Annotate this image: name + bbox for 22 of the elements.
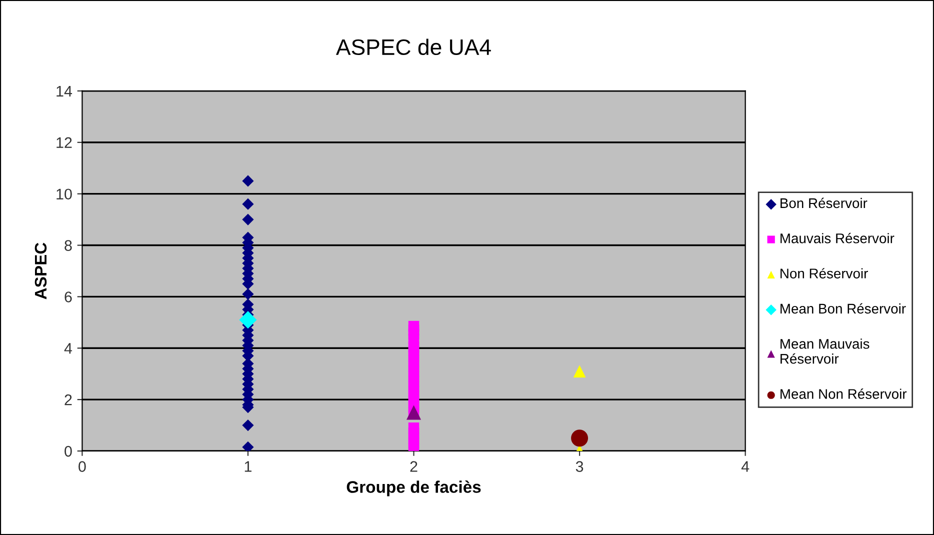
y-tick-label: 0 <box>64 446 72 457</box>
legend-label: Mean Mauvais Réservoir <box>780 338 870 364</box>
chart-title: ASPEC de UA4 <box>336 38 491 56</box>
legend-label: Non Réservoir <box>780 268 868 278</box>
y-tick-label: 12 <box>56 137 72 148</box>
y-tick-label: 14 <box>56 86 72 96</box>
x-axis-title: Groupe de faciès <box>346 480 481 496</box>
y-tick-label: 10 <box>56 188 72 200</box>
y-tick-label: 4 <box>64 343 72 354</box>
legend-label: Mean Bon Réservoir <box>780 303 906 314</box>
legend-label: Mauvais Réservoir <box>780 232 894 244</box>
x-tick-label: 2 <box>410 461 418 472</box>
x-tick-label: 3 <box>576 461 584 472</box>
y-axis-title: ASPEC <box>34 242 47 300</box>
y-tick-label: 6 <box>64 292 72 302</box>
x-tick-label: 1 <box>244 461 252 472</box>
legend-label: Bon Réservoir <box>780 198 868 208</box>
x-tick-label: 0 <box>78 461 86 472</box>
legend-label: Mean Non Réservoir <box>780 388 907 399</box>
y-tick-label: 8 <box>64 240 72 251</box>
x-tick-label: 4 <box>741 461 750 472</box>
y-tick-label: 2 <box>64 394 72 406</box>
